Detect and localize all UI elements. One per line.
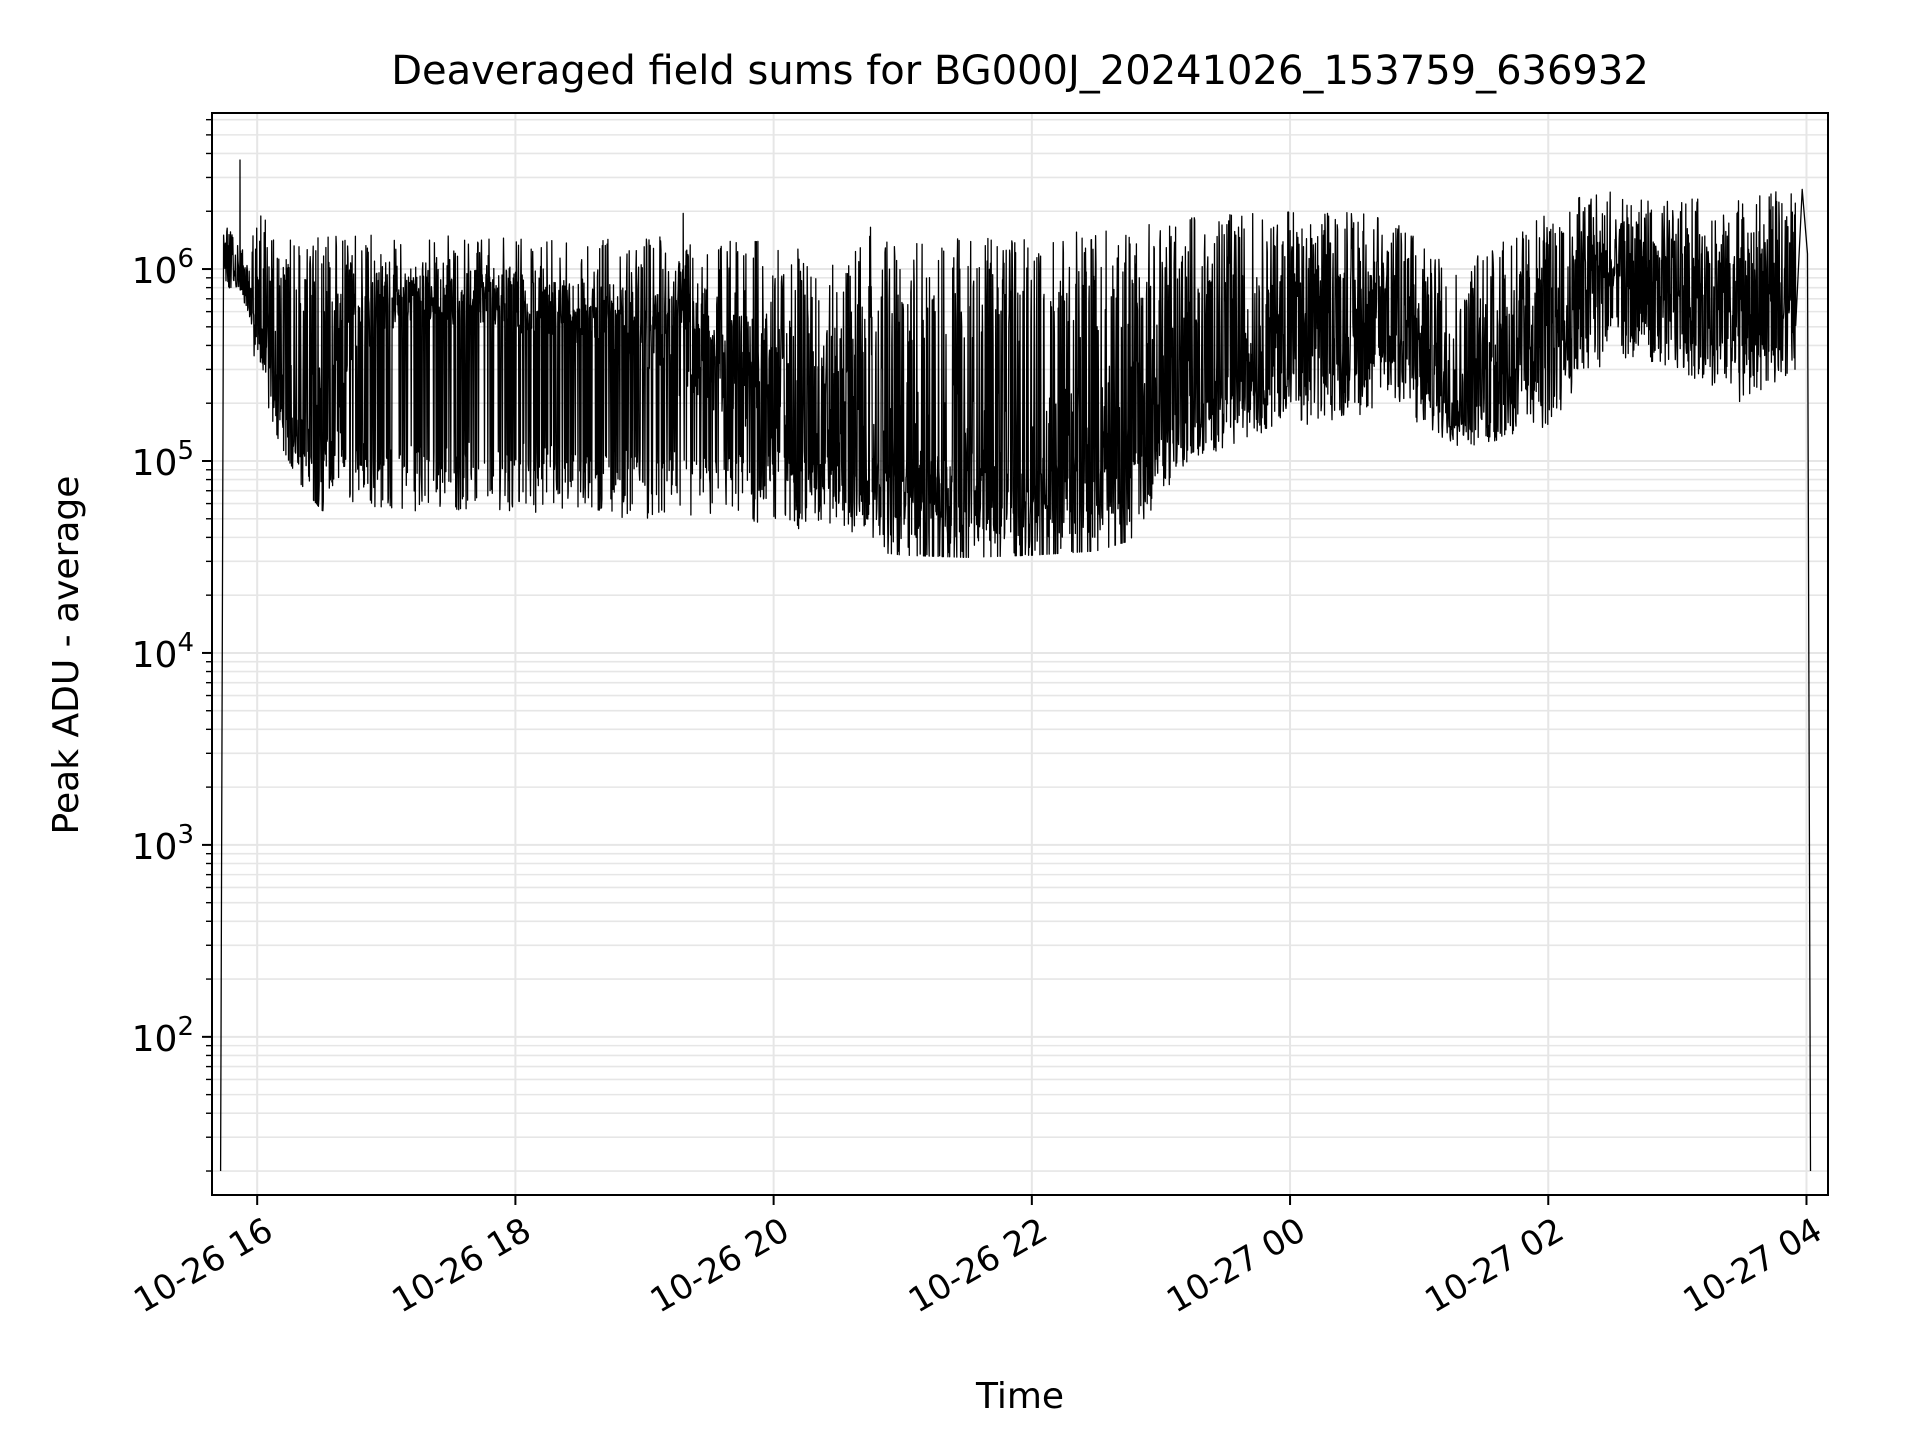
plot-frame bbox=[211, 112, 1829, 1196]
y-tick-label: 103 bbox=[132, 820, 194, 868]
y-tick-label: 104 bbox=[132, 628, 194, 676]
series-line bbox=[219, 159, 1812, 1172]
data-series bbox=[219, 159, 1812, 1172]
y-tick-label: 105 bbox=[132, 436, 194, 484]
chart-title: Deaveraged field sums for BG000J_2024102… bbox=[391, 48, 1649, 94]
y-axis-label: Peak ADU - average bbox=[46, 476, 87, 835]
y-tick-label: 106 bbox=[132, 244, 194, 292]
y-tick-label: 102 bbox=[132, 1012, 194, 1060]
x-axis-label: Time bbox=[975, 1376, 1064, 1417]
